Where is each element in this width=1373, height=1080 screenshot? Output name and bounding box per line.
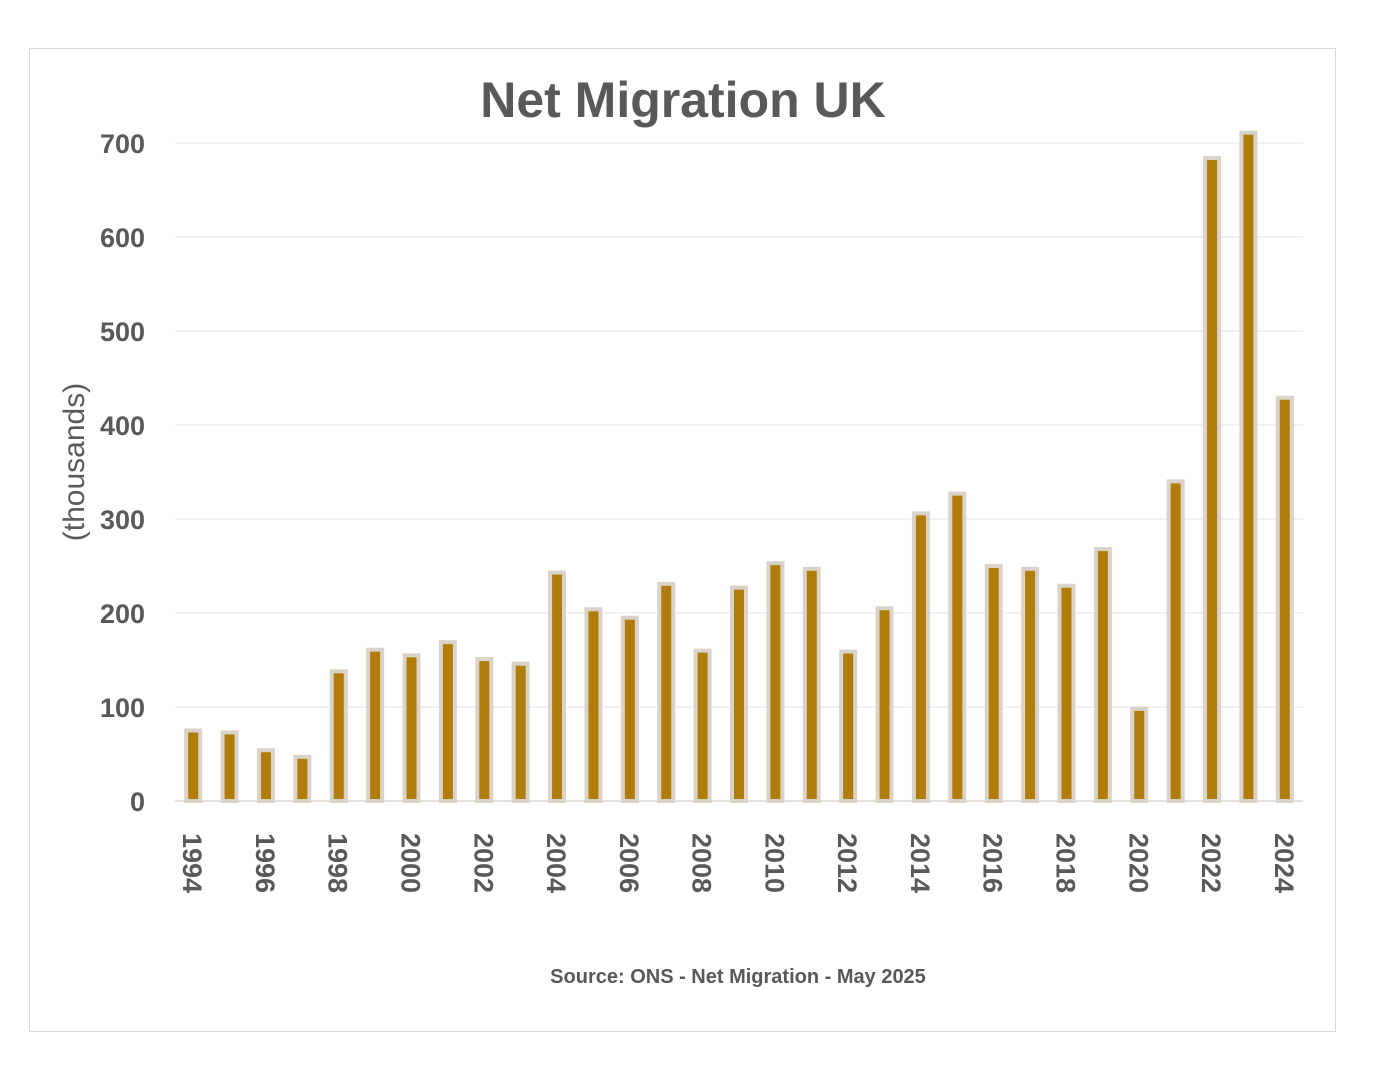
y-tick-label: 400 (100, 411, 145, 441)
y-tick-label: 100 (100, 693, 145, 723)
bar-2013 (875, 606, 894, 803)
bar-2017 (1021, 566, 1040, 803)
x-tick-label: 2018 (1050, 833, 1080, 893)
bar-2023 (1239, 130, 1258, 804)
bar-2000 (402, 653, 421, 803)
y-tick-label: 700 (100, 129, 145, 159)
bar-2021 (1166, 479, 1185, 803)
y-tick-label: 600 (100, 223, 145, 253)
x-tick-label: 1994 (177, 833, 207, 893)
chart-title: Net Migration UK (480, 72, 886, 128)
x-tick-label: 2016 (978, 833, 1008, 893)
bar-2022 (1203, 156, 1222, 804)
x-tick-label: 2000 (396, 833, 426, 893)
bar-1994 (184, 728, 203, 803)
bar-1995 (220, 730, 239, 804)
bar-2014 (911, 511, 930, 803)
y-tick-label: 300 (100, 505, 145, 535)
bar-2020 (1130, 706, 1149, 804)
bar-1996 (256, 748, 275, 803)
y-tick-label: 0 (130, 787, 145, 817)
y-tick-label: 200 (100, 599, 145, 629)
x-tick-label: 2020 (1123, 833, 1153, 893)
x-tick-label: 2022 (1196, 833, 1226, 893)
bar-2001 (438, 640, 457, 804)
bar-2005 (584, 607, 603, 803)
bar-2019 (1093, 547, 1112, 804)
x-tick-label: 2010 (759, 833, 789, 893)
y-axis-label: (thousands) (58, 383, 91, 541)
bar-2008 (693, 648, 712, 803)
x-tick-label: 2008 (687, 833, 717, 893)
bar-2010 (766, 561, 785, 803)
bar-1999 (366, 647, 385, 803)
source-note: Source: ONS - Net Migration - May 2025 (550, 966, 926, 988)
bar-2002 (475, 657, 494, 803)
bar-2024 (1275, 395, 1294, 803)
x-tick-label: 2004 (541, 833, 571, 893)
x-tick-label: 1998 (323, 833, 353, 893)
x-tick-label: 2002 (468, 833, 498, 893)
bar-2012 (839, 649, 858, 803)
x-tick-label: 2024 (1269, 833, 1299, 893)
x-tick-label: 2014 (905, 833, 935, 893)
x-tick-label: 2006 (614, 833, 644, 893)
bar-2009 (730, 585, 748, 803)
bar-2004 (548, 570, 567, 804)
y-tick-label: 500 (100, 317, 145, 347)
bar-1997 (293, 754, 312, 804)
x-tick-label: 2012 (832, 833, 862, 893)
x-tick-label: 1996 (250, 833, 280, 893)
bar-2015 (948, 491, 967, 803)
chart-frame (29, 48, 1336, 1032)
bar-2018 (1057, 583, 1076, 803)
bar-1998 (329, 669, 348, 804)
bar-2006 (620, 615, 639, 804)
bar-2003 (511, 661, 530, 804)
bar-2007 (657, 581, 676, 803)
bar-2011 (802, 566, 821, 803)
bar-2016 (984, 564, 1003, 803)
